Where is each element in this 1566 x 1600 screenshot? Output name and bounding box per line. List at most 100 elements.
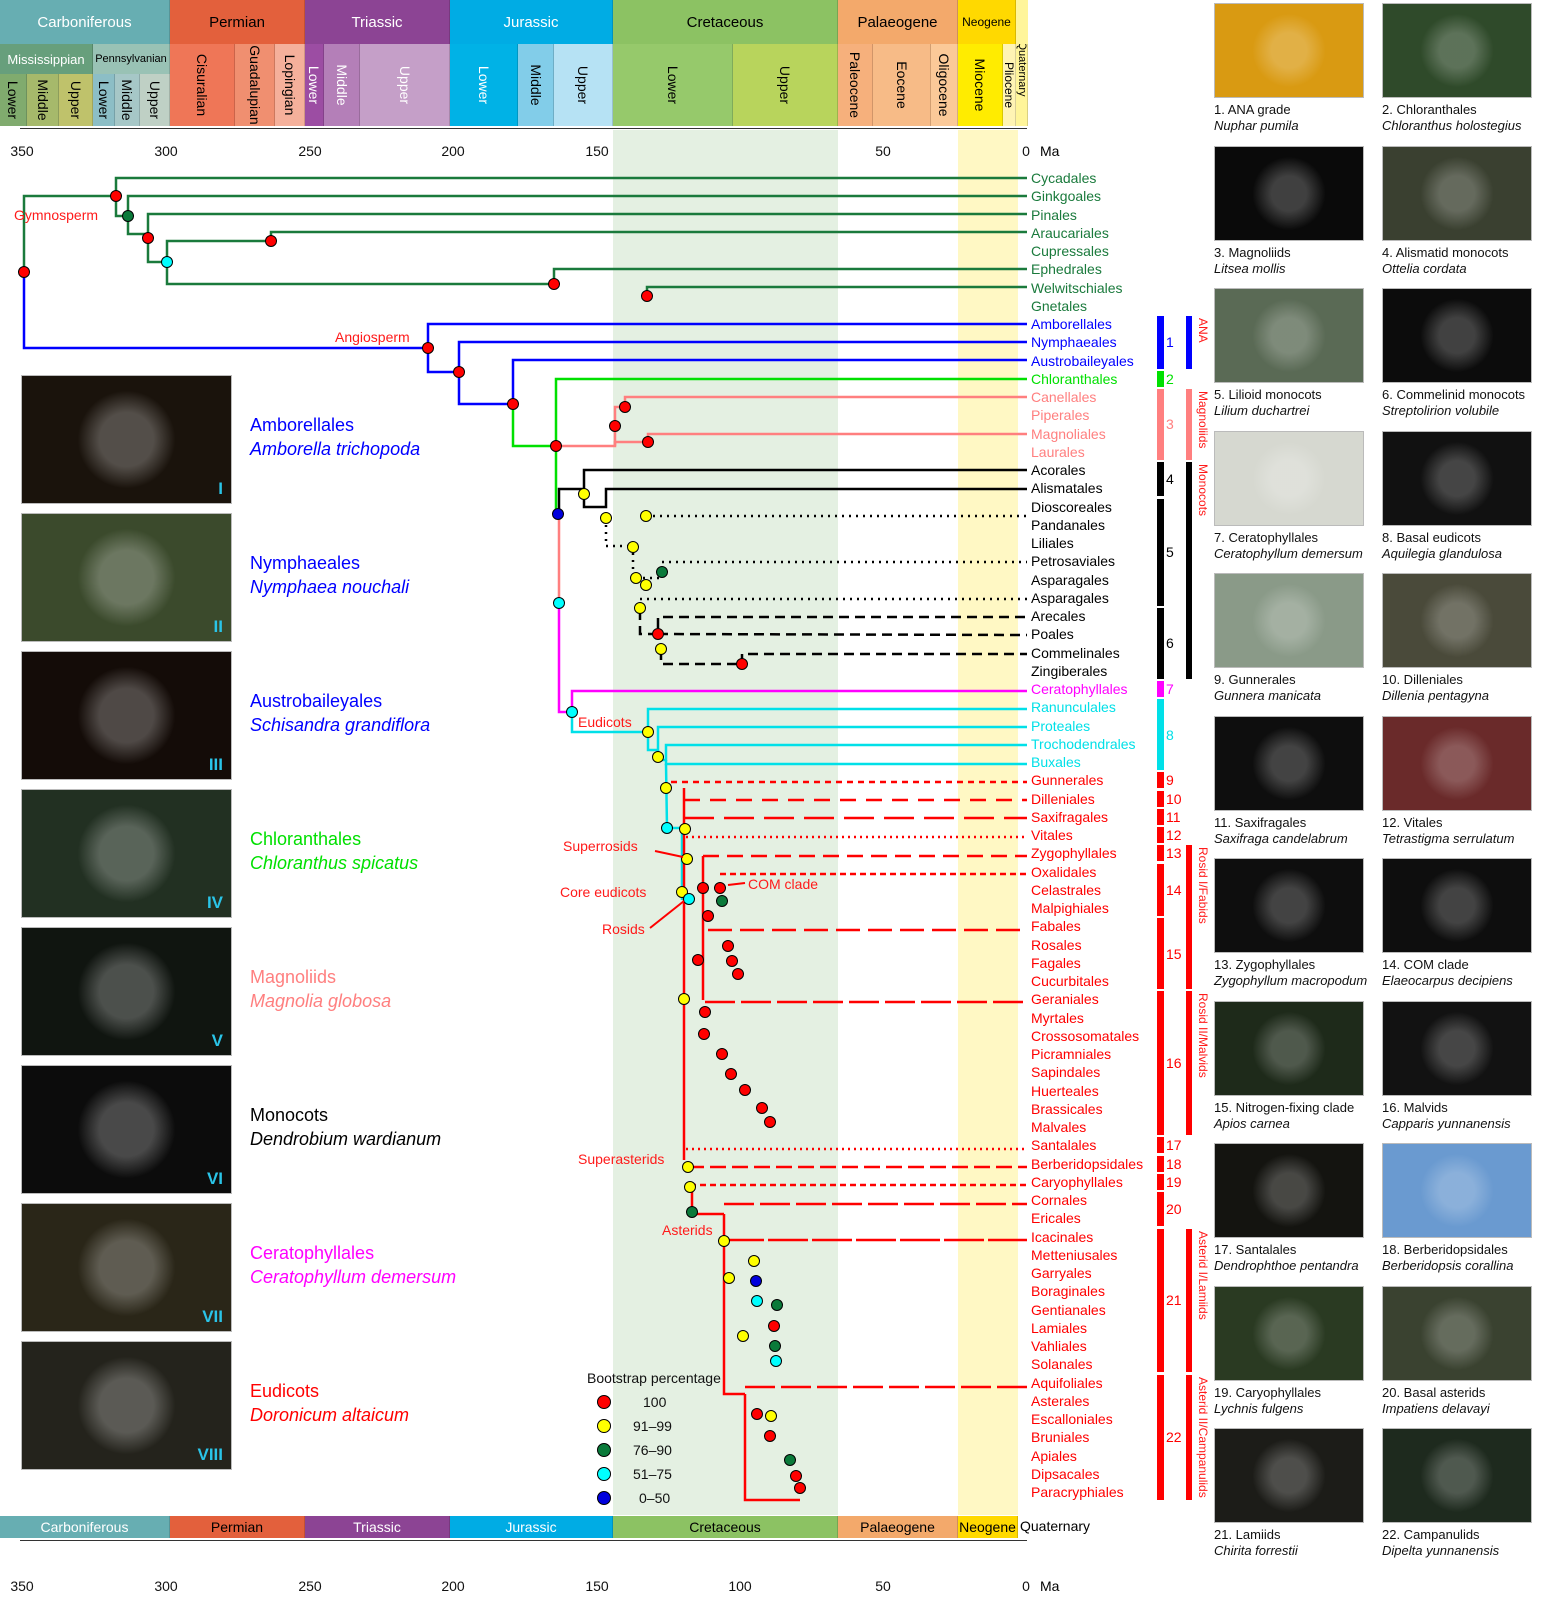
legend-item-0-50: 0–50 [597, 1490, 670, 1506]
clade-number: 12 [1166, 827, 1182, 843]
order-photo [1382, 3, 1532, 98]
tip-label: Canellales [1031, 389, 1097, 405]
photo-caption-title: 9. Gunnerales [1214, 672, 1296, 687]
epoch: Upper [59, 74, 93, 126]
roman-numeral: I [218, 479, 223, 498]
tip-label: Laurales [1031, 443, 1085, 460]
tip-label: Trochodendrales [1031, 735, 1136, 752]
clade-bar [1157, 790, 1164, 807]
period-carboniferous: Carboniferous [0, 1516, 170, 1538]
axis-tick: 250 [298, 1578, 322, 1594]
axis-tick: 200 [441, 143, 465, 159]
clade-bar [1157, 389, 1164, 460]
node-label-angiosperm: Angiosperm [335, 329, 410, 345]
clade-number: 14 [1166, 881, 1182, 898]
period-permian: Permian [170, 1516, 305, 1538]
tip-label: Dipsacales [1031, 1465, 1100, 1482]
photo-caption-species: Capparis yunnanensis [1382, 1115, 1511, 1131]
epoch: Guadalupian [235, 44, 275, 126]
tip-label: Petrosaviales [1031, 553, 1116, 570]
photo-caption-species: Zygophyllum macropodum [1214, 973, 1368, 988]
epoch: Lopingian [275, 44, 305, 126]
clade-bar [1157, 827, 1164, 843]
tip-label: Vahliales [1031, 1338, 1087, 1354]
axis-tick: 300 [154, 143, 178, 159]
clade-bar [1157, 863, 1164, 916]
photo-caption-species: Lychnis fulgens [1214, 1400, 1304, 1416]
roman-numeral: VI [206, 1169, 223, 1188]
group-label: Monocots [1196, 464, 1210, 517]
epoch: Middle [115, 74, 140, 126]
tip-label: Poales [1031, 626, 1074, 643]
order-photo [1214, 715, 1364, 811]
epoch: Upper [140, 74, 170, 126]
top-axis-line [20, 128, 1027, 129]
tip-label: Aquifoliales [1031, 1374, 1103, 1391]
group-bar [1186, 389, 1192, 460]
clade-bar [1157, 845, 1164, 862]
order-photo [1382, 1000, 1532, 1096]
roman-numeral: VII [202, 1307, 223, 1326]
photo-caption-title: 5. Lilioid monocots [1214, 387, 1322, 402]
epoch: Middle [324, 44, 360, 126]
clade-number: 11 [1166, 808, 1181, 825]
axis-tick: 150 [585, 143, 609, 159]
tip-label: Caryophyllales [1031, 1173, 1123, 1190]
epoch: Upper [554, 44, 613, 126]
epoch: Paleocene [838, 44, 873, 126]
group-label: ANA [1196, 318, 1210, 343]
tip-label: Austrobaileyales [1031, 352, 1134, 369]
clade-number: 2 [1166, 370, 1174, 387]
photo-caption-title: 12. Vitales [1382, 814, 1443, 830]
axis-tick: 350 [10, 143, 34, 159]
clade-number: 20 [1166, 1201, 1182, 1218]
photo-caption-title: 21. Lamiids [1214, 1527, 1281, 1542]
tip-label: Icacinales [1031, 1228, 1094, 1245]
tip-label: Acorales [1031, 462, 1086, 478]
axis-unit: Ma [1040, 143, 1060, 159]
tip-label: Gnetales [1031, 297, 1088, 314]
tip-label: Bruniales [1031, 1429, 1090, 1446]
clade-species: Schisandra grandiflora [250, 715, 431, 735]
roman-numeral: II [213, 617, 223, 636]
clade-photo: V [21, 927, 232, 1056]
tip-label: Welwitschiales [1031, 279, 1123, 296]
node-label-eudicots: Eudicots [578, 714, 632, 730]
clade-photo: III [21, 651, 232, 780]
red-dot-icon [597, 1395, 611, 1409]
epoch: Lower [305, 44, 324, 126]
node-label-asterids: Asterids [662, 1222, 713, 1238]
axis-tick: 0 [1022, 1578, 1030, 1594]
photo-caption-title: 10. Dilleniales [1382, 672, 1463, 687]
axis-tick: 200 [441, 1578, 465, 1594]
order-photo [1382, 145, 1532, 241]
clade-bar [1157, 316, 1164, 369]
group-label: Rosid II/Malvids [1196, 993, 1210, 1078]
tip-label: Berberidopsidales [1031, 1155, 1144, 1172]
tip-label: Zygophyllales [1031, 845, 1117, 862]
photo-caption-title: 14. COM clade [1382, 957, 1469, 972]
axis-unit: Ma [1040, 1578, 1060, 1594]
clade-bar [1157, 1192, 1164, 1227]
order-photo [1214, 3, 1364, 98]
clade-photo: VII [21, 1203, 232, 1332]
clade-species: Amborella trichopoda [250, 439, 421, 459]
tip-label: Metteniusales [1031, 1246, 1118, 1263]
clade-species: Ceratophyllum demersum [250, 1267, 457, 1287]
photo-caption-species: Streptolirion volubile [1382, 403, 1500, 418]
tip-label: Sapindales [1031, 1064, 1101, 1081]
tip-label: Picramniales [1031, 1046, 1112, 1062]
tip-label: Escalloniales [1031, 1411, 1113, 1427]
legend-title: Bootstrap percentage [587, 1370, 721, 1386]
top-timescale: Carboniferous Permian Triassic Jurassic … [0, 0, 1030, 126]
tip-label: Asterales [1031, 1392, 1090, 1409]
node-label-rosids: Rosids [602, 921, 645, 937]
order-photo [1382, 1428, 1532, 1523]
tip-label: Commelinales [1031, 644, 1120, 661]
clade-bar [1157, 1228, 1164, 1373]
clade-species: Magnolia globosa [250, 991, 392, 1011]
epoch: Eocene [873, 44, 931, 126]
tip-label: Cucurbitales [1031, 973, 1109, 989]
epoch: Middle [27, 74, 59, 126]
axis-tick: 50 [875, 1578, 891, 1594]
